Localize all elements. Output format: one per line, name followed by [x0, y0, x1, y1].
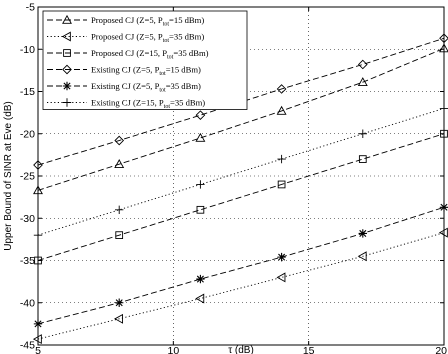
- y-tick-label: -10: [20, 44, 35, 56]
- data-point: [195, 132, 206, 142]
- data-point: [358, 129, 367, 138]
- data-point: [277, 180, 286, 189]
- legend-entry: Proposed CJ (Z=15, Ptot=35 dBm): [47, 48, 209, 61]
- data-point: [115, 298, 124, 307]
- legend-box: [42, 10, 248, 110]
- y-axis-title: Upper Bound of SINR at Eve (dB): [3, 101, 14, 251]
- series-line: [37, 133, 445, 261]
- data-point: [357, 251, 367, 262]
- legend-label: Proposed CJ (Z=15, Ptot=35 dBm): [91, 48, 209, 61]
- x-tick-label: 20: [435, 345, 447, 354]
- data-point: [62, 81, 72, 91]
- data-point: [196, 274, 205, 284]
- data-point: [62, 64, 72, 75]
- data-point: [115, 205, 124, 214]
- tick-labels: 5 10 15 20 -45 -40 -35 -30 -25 -20 -15 -10 -5: [20, 2, 447, 354]
- data-point: [276, 272, 286, 283]
- data-point: [114, 135, 125, 146]
- data-point: [195, 110, 206, 120]
- data-point: [114, 159, 125, 168]
- y-tick-label: -5: [26, 2, 35, 14]
- data-point: [114, 313, 124, 324]
- ticks: [37, 6, 445, 346]
- x-axis-title: τ (dB): [228, 345, 254, 354]
- y-tick-label: -15: [20, 86, 35, 98]
- series-line: [37, 232, 445, 340]
- legend-entry: Existing CJ (Z=15, Ptot=35 dBm): [47, 98, 205, 111]
- y-tick-label: -20: [20, 128, 35, 140]
- data-point: [276, 105, 287, 115]
- data-point: [62, 98, 72, 107]
- legend-entry: Existing CJ (Z=5, Ptot=15 dBm): [47, 64, 201, 78]
- series-2: [32, 227, 448, 345]
- legend-entry: Proposed CJ (Z=5, Ptot=35 dBm): [47, 31, 204, 45]
- legend-label: Existing CJ (Z=15, Ptot=35 dBm): [91, 98, 205, 111]
- data-point: [115, 231, 124, 240]
- series-line: [37, 206, 445, 325]
- legend-label: Proposed CJ (Z=5, Ptot=15 dBm): [91, 15, 204, 28]
- data-point: [277, 154, 286, 164]
- legend-label: Existing CJ (Z=5, Ptot=15 dBm): [91, 65, 201, 78]
- y-tick-label: -30: [20, 213, 35, 225]
- data-point: [196, 205, 205, 214]
- legend-label: Proposed CJ (Z=5, Ptot=35 dBm): [91, 32, 204, 45]
- data-point: [63, 49, 71, 57]
- x-tick-label: 5: [35, 345, 41, 354]
- series-3: [34, 129, 448, 265]
- x-tick-label: 10: [167, 345, 179, 354]
- data-point: [357, 77, 368, 87]
- y-tick-label: -35: [20, 255, 35, 267]
- data-point: [357, 59, 368, 70]
- legend-label: Existing CJ (Z=5, Ptot=35 dBm): [91, 81, 201, 94]
- data-point: [276, 84, 287, 94]
- series-line: [37, 107, 445, 236]
- data-point: [358, 229, 367, 238]
- data-point: [195, 293, 205, 304]
- data-point: [61, 31, 71, 42]
- data-point: [358, 155, 367, 163]
- data-point: [62, 14, 72, 24]
- y-tick-label: -45: [20, 340, 35, 352]
- x-tick-label: 15: [303, 345, 315, 354]
- data-point: [277, 252, 286, 262]
- legend: Proposed CJ (Z=5, Ptot=15 dBm) Proposed C…: [42, 10, 248, 111]
- series-5: [33, 203, 448, 329]
- legend-entry: Proposed CJ (Z=5, Ptot=15 dBm): [47, 14, 204, 28]
- series-6: [33, 104, 448, 240]
- y-tick-label: -40: [20, 297, 35, 309]
- data-point: [196, 180, 205, 189]
- legend-entry: Existing CJ (Z=5, Ptot=35 dBm): [47, 81, 201, 94]
- y-tick-label: -25: [20, 171, 35, 183]
